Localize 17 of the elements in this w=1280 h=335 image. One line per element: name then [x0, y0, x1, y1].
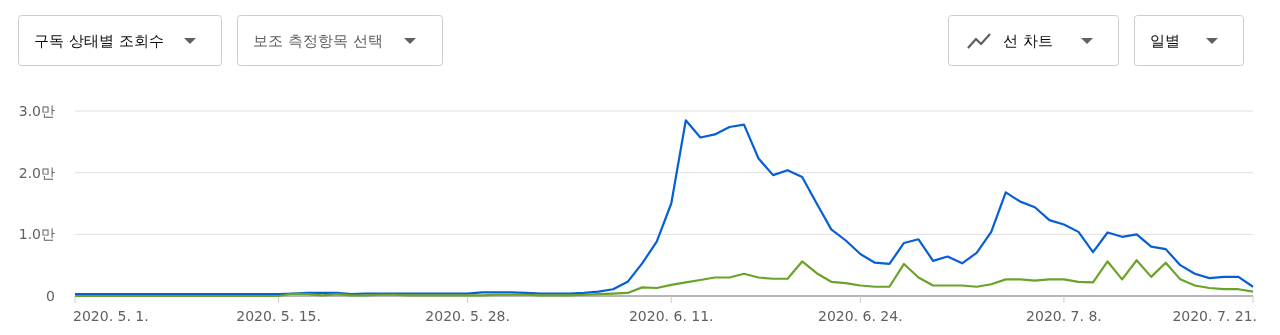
line-series — [73, 119, 1255, 296]
y-tick-label: 0 — [46, 288, 55, 304]
x-tick-label: 2020. 6. 11. — [628, 308, 714, 324]
y-tick-label: 3.0만 — [18, 103, 55, 119]
x-tick-label: 2020. 5. 15. — [236, 308, 321, 324]
y-tick-label: 1.0만 — [18, 226, 55, 243]
line-series — [73, 259, 1255, 298]
x-tick-label: 2020. 7. 8. — [1026, 308, 1102, 324]
x-tick-label: 2020. 5. 28. — [425, 308, 510, 324]
x-tick-label: 2020. 5. 1. — [73, 308, 149, 324]
text: 구독 상태별 조회수 — [34, 32, 164, 50]
text: 보조 측정항목 선택 — [253, 32, 383, 50]
x-tick-label: 2020. 6. 24. — [818, 308, 903, 324]
text: 일별 — [1150, 32, 1180, 50]
text: 선 차트 — [1003, 32, 1053, 50]
y-tick-label: 2.0만 — [18, 164, 55, 181]
x-tick-label: 2020. 7. 21. — [1172, 308, 1257, 324]
